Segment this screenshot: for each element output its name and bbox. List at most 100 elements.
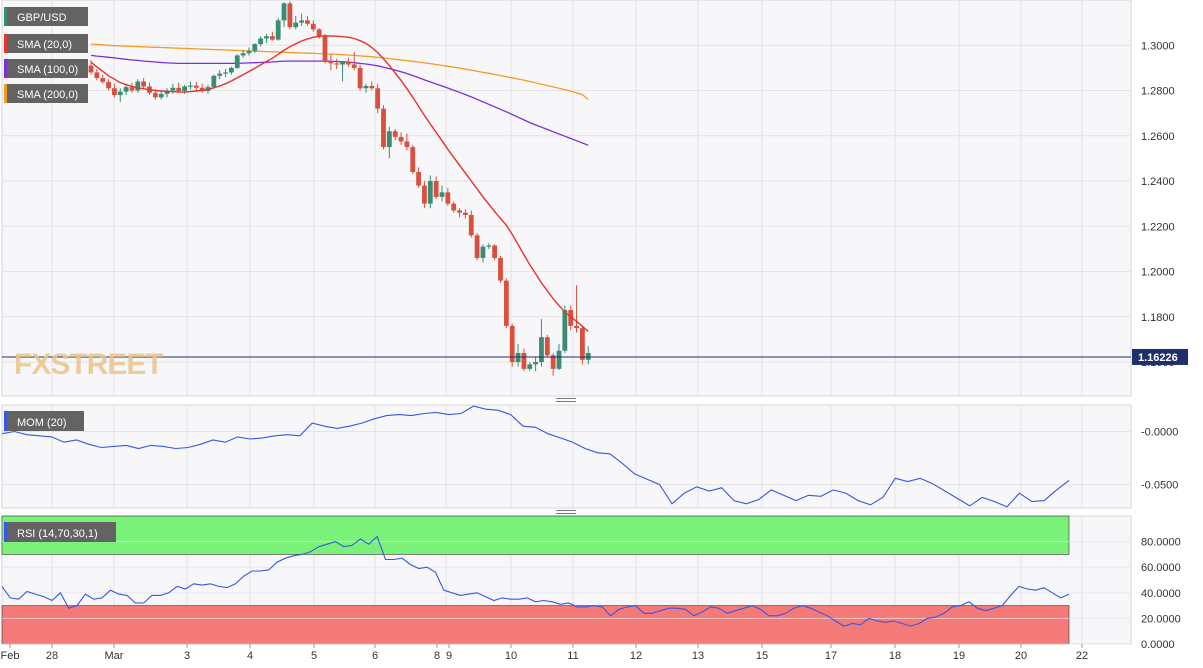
x-axis-tick-label: 28 <box>46 650 58 662</box>
candle-body <box>375 88 381 109</box>
candle-body <box>129 87 135 91</box>
candle-body <box>451 203 457 211</box>
candle-body <box>158 93 164 98</box>
candle-body <box>310 23 316 30</box>
current-price-value: 1.16226 <box>1138 352 1178 364</box>
x-axis-tick-label: 9 <box>446 650 452 662</box>
x-axis-tick-label: 13 <box>692 650 704 662</box>
candle-body <box>340 62 345 65</box>
candle-body <box>112 88 117 96</box>
candle-body <box>258 38 264 45</box>
momentum-legend-swatch <box>4 411 7 431</box>
candle-body <box>427 181 433 204</box>
sma-legend-2-label: SMA (200,0) <box>17 89 78 101</box>
sma100-line <box>90 54 589 146</box>
momentum-legend-label: MOM (20) <box>17 417 67 429</box>
price-axis-tick-label: 1.2800 <box>1141 86 1175 98</box>
candle-body <box>521 353 527 369</box>
candle-body <box>468 214 474 236</box>
rsi-axis-tick-label: 20.0000 <box>1141 613 1181 625</box>
candle-body <box>404 141 410 148</box>
candle-body <box>509 325 515 363</box>
x-axis-tick-label: 19 <box>953 650 965 662</box>
symbol-legend-swatch <box>4 7 7 26</box>
candle-body <box>123 87 129 92</box>
sma-legend-0-box[interactable] <box>4 34 88 53</box>
symbol-legend-box[interactable] <box>4 7 88 26</box>
candle-body <box>135 81 141 91</box>
symbol-legend-label: GBP/USD <box>17 12 67 24</box>
candle-body <box>264 36 269 39</box>
x-axis-tick-label: 3 <box>184 650 190 662</box>
sma-legend-1-swatch <box>4 59 7 78</box>
candle-body <box>240 53 246 56</box>
candle-body <box>117 91 123 96</box>
candle-body <box>305 20 310 24</box>
rsi-axis-tick-label: 80.0000 <box>1141 537 1181 549</box>
momentum-pane-background <box>1 404 1132 509</box>
candle-body <box>562 310 568 351</box>
candle-body <box>486 245 492 247</box>
sma-legend-0-label: SMA (20,0) <box>17 39 72 51</box>
momentum-line <box>1 405 1070 508</box>
x-axis-tick-label: 5 <box>311 650 317 662</box>
candle-body <box>363 85 369 89</box>
candle-body <box>457 210 462 213</box>
price-axis-tick-label: 1.1800 <box>1141 312 1175 324</box>
candle-body <box>217 73 223 76</box>
candle-body <box>176 87 182 91</box>
candle-body <box>141 81 147 87</box>
candle-body <box>492 245 498 258</box>
candle-body <box>106 81 111 89</box>
rsi-axis-tick-label: 60.0000 <box>1141 562 1181 574</box>
sma-legend-1-label: SMA (100,0) <box>17 64 78 76</box>
price-axis-tick-label: 1.2000 <box>1141 267 1175 279</box>
candle-body <box>293 22 299 28</box>
x-axis-tick-label: 11 <box>567 650 578 662</box>
candle-body <box>193 85 199 88</box>
candle-body <box>188 85 193 87</box>
x-axis-tick-label: 20 <box>1015 650 1027 662</box>
x-axis-tick-label: 12 <box>630 650 642 662</box>
momentum-axis-tick-label: -0.0500 <box>1141 480 1178 492</box>
candle-body <box>170 87 176 91</box>
candle-body <box>281 3 287 21</box>
x-axis-tick-label: Feb <box>1 650 20 662</box>
rsi-axis-tick-label: 40.0000 <box>1141 588 1181 600</box>
x-axis-tick-label: 17 <box>825 650 837 662</box>
momentum-axis-tick-label: -0.0000 <box>1141 427 1178 439</box>
x-axis-tick-label: 18 <box>889 650 901 662</box>
candle-body <box>252 44 258 51</box>
candle-body <box>580 328 585 360</box>
x-axis-tick-label: Mar <box>105 650 124 662</box>
candle-body <box>474 235 480 258</box>
candle-body <box>568 310 574 326</box>
rsi-legend-label: RSI (14,70,30,1) <box>17 528 98 540</box>
rsi-line <box>1 535 1070 627</box>
candle-body <box>527 364 533 369</box>
candle-body <box>544 337 550 356</box>
candle-body <box>503 280 509 326</box>
candle-body <box>550 355 556 369</box>
current-price-tag <box>1132 348 1188 365</box>
price-axis-tick-label: 1.2400 <box>1141 176 1175 188</box>
sma-legend-2-box[interactable] <box>4 84 88 103</box>
candle-body <box>369 85 375 89</box>
candle-body <box>433 181 439 197</box>
candle-body <box>275 20 281 40</box>
candle-body <box>410 147 416 172</box>
candle-body <box>88 65 94 73</box>
x-axis-tick-label: 6 <box>372 650 378 662</box>
candle-body <box>94 72 100 79</box>
candle-body <box>234 55 240 68</box>
sma-legend-1-box[interactable] <box>4 59 88 78</box>
candle-body <box>351 64 357 68</box>
candle-body <box>498 257 503 281</box>
momentum-legend-box[interactable] <box>4 411 84 431</box>
candle-body <box>346 62 351 65</box>
candle-body <box>246 50 252 54</box>
rsi-legend-box[interactable] <box>4 522 116 542</box>
candle-body <box>422 185 427 204</box>
